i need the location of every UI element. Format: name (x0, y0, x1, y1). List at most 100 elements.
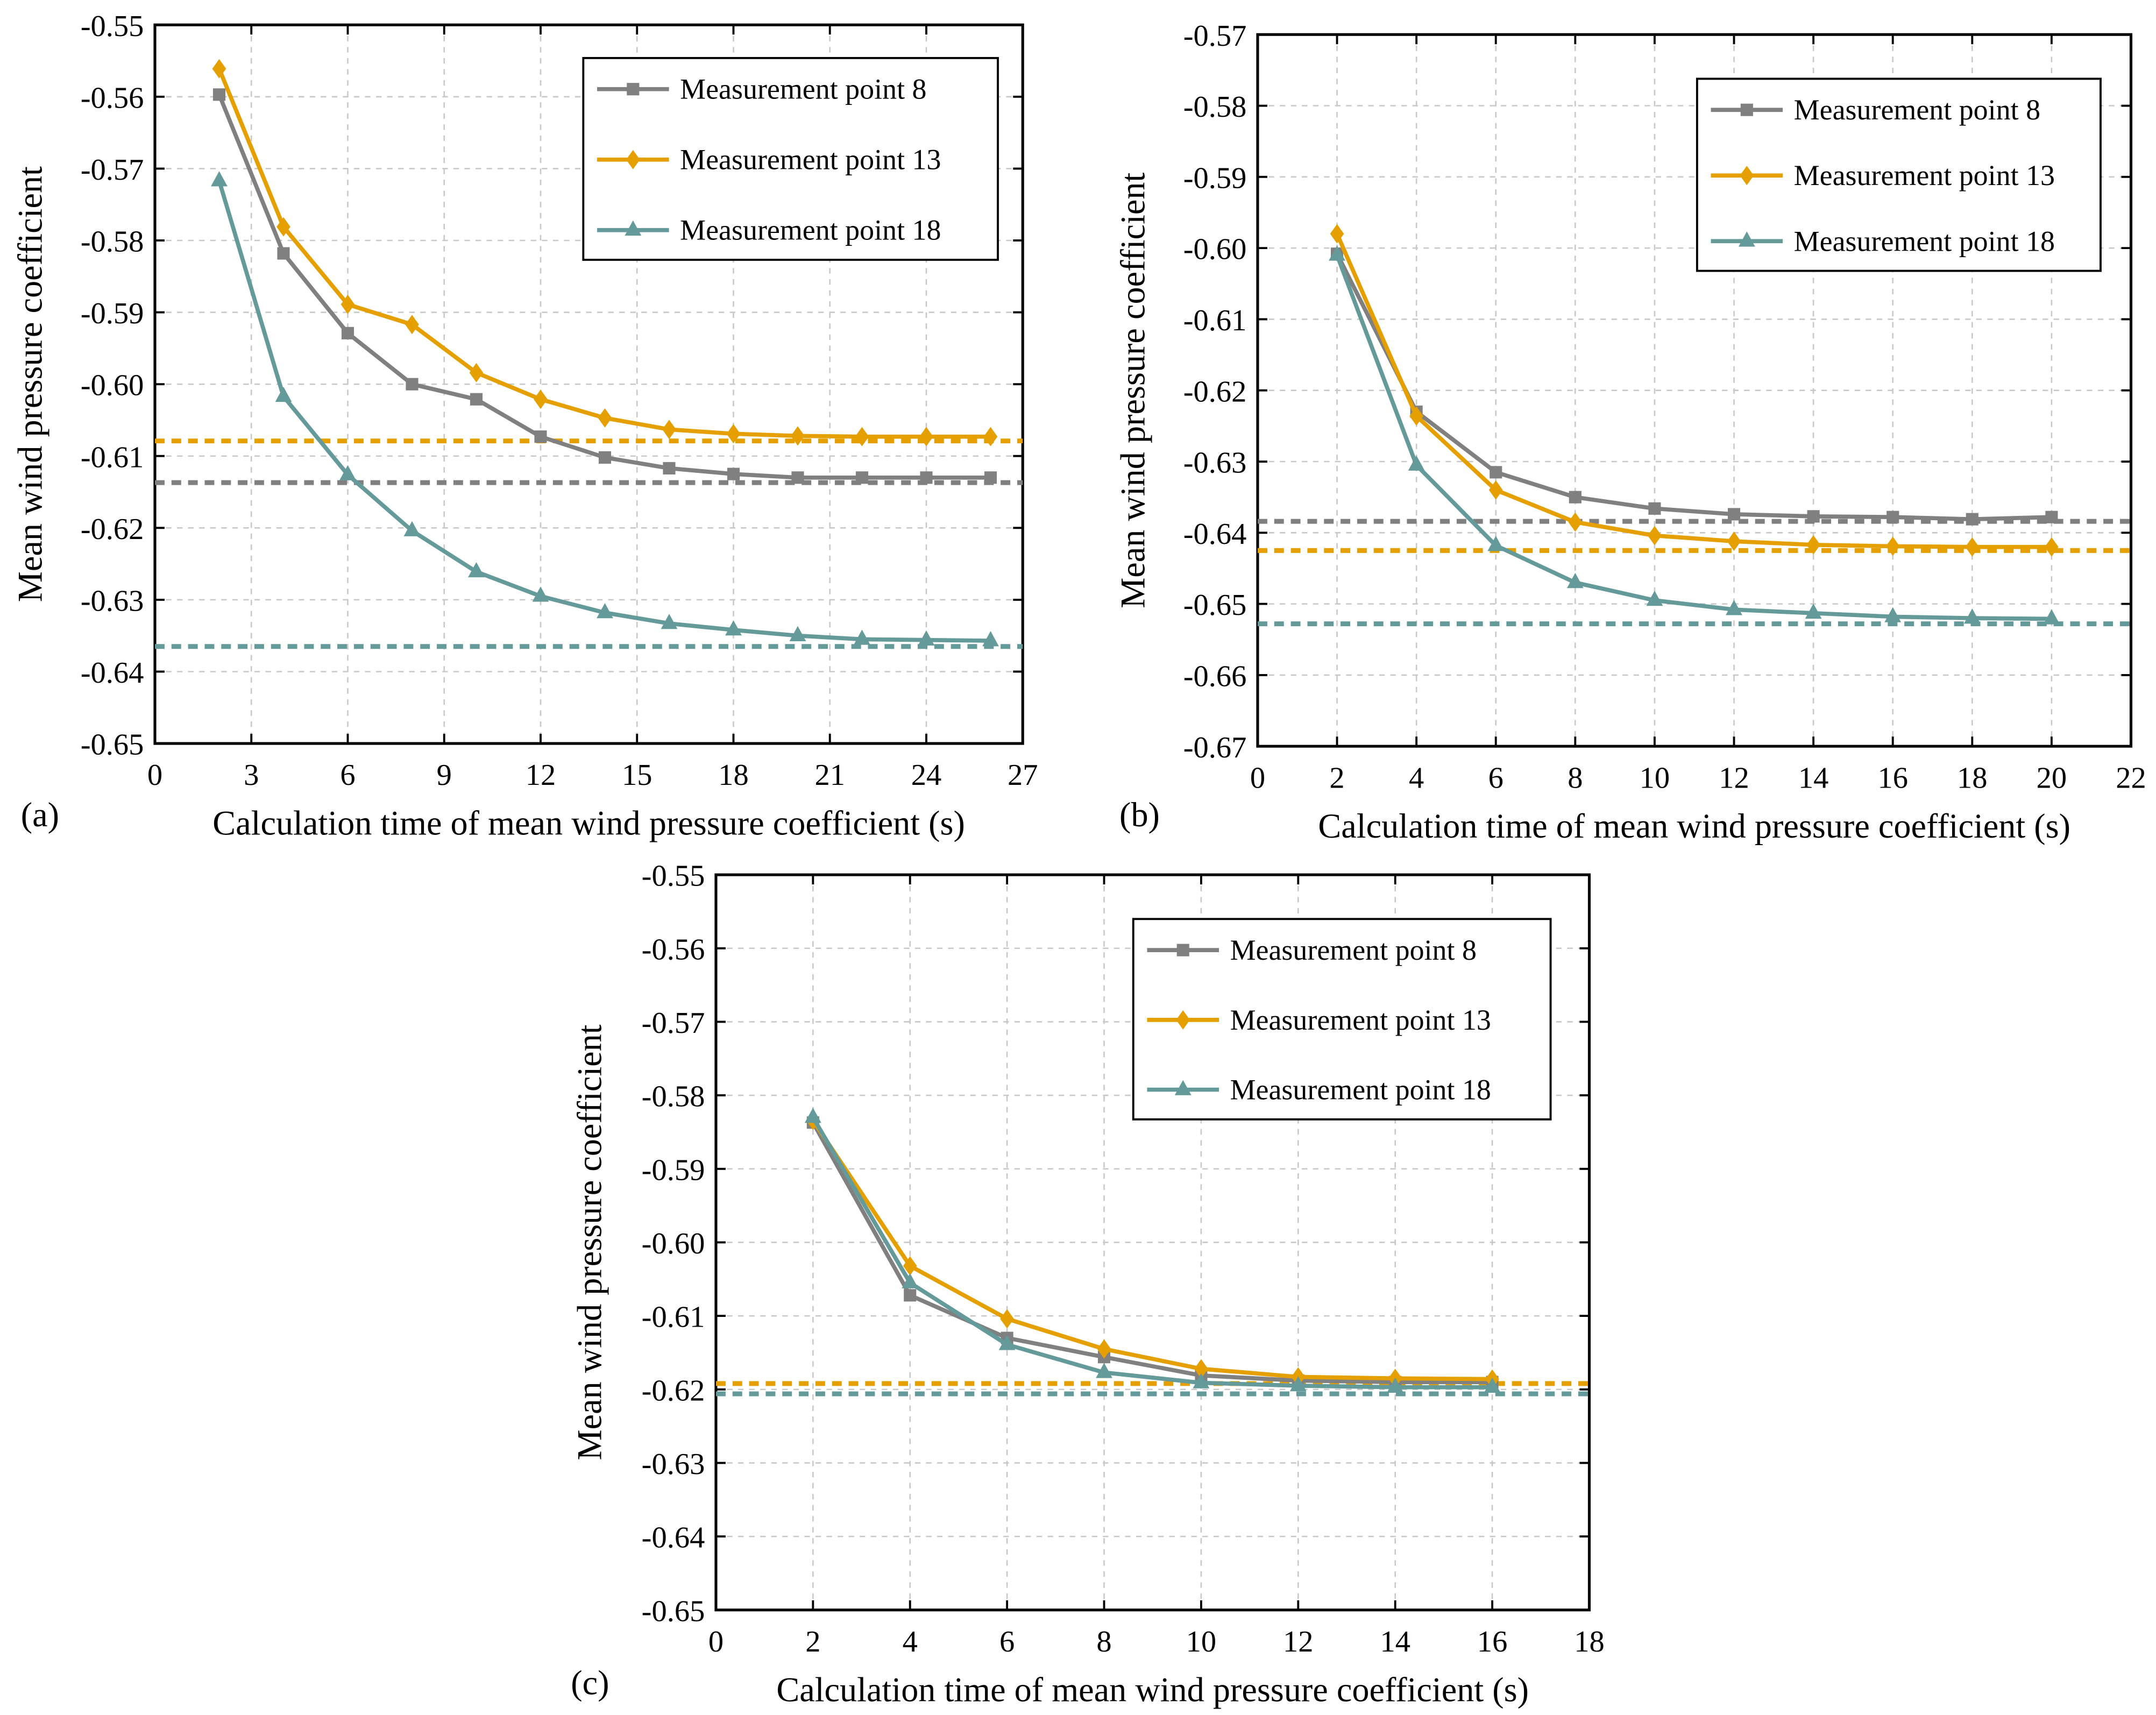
y-tick-label: -0.61 (1183, 304, 1247, 337)
legend-swatch-marker (1176, 944, 1189, 956)
x-tick-label: 24 (911, 759, 942, 792)
panel-label: (b) (1119, 796, 1160, 834)
data-point-pt13 (919, 427, 933, 447)
data-point-pt13 (791, 426, 805, 446)
series-line-pt8 (811, 1121, 1493, 1384)
legend-swatch-marker (1174, 1080, 1192, 1095)
data-point-pt8 (1727, 508, 1741, 521)
data-point-pt8 (534, 430, 547, 443)
x-tick-label: 15 (622, 759, 653, 792)
data-point-pt8 (904, 1289, 917, 1302)
data-point-pt13 (469, 363, 484, 382)
legend-swatch-marker (1740, 103, 1753, 116)
legend-swatch-marker (625, 220, 642, 236)
data-point-pt18 (1193, 1373, 1210, 1388)
x-tick-label: 8 (1568, 761, 1583, 795)
data-point-pt13 (662, 420, 676, 440)
data-point-pt13 (1000, 1309, 1014, 1329)
data-point-pt18 (211, 171, 228, 187)
data-point-pt13 (341, 294, 355, 314)
y-tick-label: -0.55 (81, 10, 144, 43)
legend-swatch-marker (1738, 231, 1755, 247)
data-point-pt18 (789, 626, 806, 641)
x-tick-label: 6 (1488, 761, 1503, 795)
x-tick-label: 4 (1409, 761, 1424, 795)
x-tick-label: 18 (1957, 761, 1988, 795)
data-point-pt13 (983, 427, 998, 447)
data-point-pt13 (855, 427, 869, 447)
data-point-pt18 (982, 631, 999, 647)
data-point-pt8 (920, 471, 933, 484)
x-tick-label: 21 (814, 759, 845, 792)
data-point-pt8 (1569, 491, 1581, 504)
data-point-pt13 (1648, 526, 1662, 545)
data-point-pt18 (1408, 455, 1425, 471)
data-point-pt8 (406, 378, 419, 391)
x-axis-title: Calculation time of mean wind pressure c… (1318, 807, 2070, 845)
data-point-pt13 (1568, 512, 1583, 532)
data-point-pt18 (1566, 572, 1584, 589)
data-point-pt8 (277, 247, 290, 260)
data-point-pt13 (1727, 531, 1741, 551)
x-tick-label: 6 (999, 1625, 1015, 1659)
y-tick-label: -0.56 (642, 933, 705, 966)
data-point-pt8 (663, 462, 676, 475)
y-tick-label: -0.63 (81, 584, 144, 618)
y-tick-label: -0.62 (1183, 375, 1247, 408)
legend-label: Measurement point 13 (1230, 1004, 1491, 1036)
data-point-pt18 (918, 630, 935, 646)
data-point-pt13 (1965, 537, 1980, 557)
series-line-pt8 (1335, 252, 2052, 522)
legend-swatch-marker (627, 83, 640, 96)
data-point-pt18 (403, 521, 421, 536)
data-point-pt18 (1329, 245, 1345, 261)
x-tick-label: 0 (708, 1625, 724, 1659)
y-tick-label: -0.57 (1183, 19, 1247, 53)
legend-label: Measurement point 18 (1230, 1074, 1491, 1106)
data-point-pt13 (598, 408, 612, 428)
legend-label: Measurement point 8 (1794, 94, 2040, 126)
plot-frame (714, 873, 1591, 1612)
data-point-pt13 (534, 389, 548, 409)
x-tick-label: 27 (1008, 759, 1038, 792)
data-point-pt18 (902, 1273, 919, 1288)
y-tick-label: -0.64 (1183, 518, 1247, 551)
data-point-pt13 (1194, 1359, 1208, 1379)
x-tick-label: 12 (526, 759, 556, 792)
y-tick-label: -0.65 (1183, 589, 1247, 622)
data-point-pt18 (1963, 608, 1981, 624)
data-point-pt8 (470, 393, 483, 406)
y-tick-label: -0.60 (81, 369, 144, 402)
chart-panel-c: 0 2 4 6 8 10 12 14 16 18 -0.65 -0.64 -0.63 -0.62 -0.61… (571, 860, 1605, 1709)
y-tick-label: -0.57 (642, 1007, 705, 1040)
y-tick-label: -0.58 (642, 1080, 705, 1114)
panel-label: (a) (21, 796, 59, 834)
x-tick-label: 2 (1329, 761, 1344, 795)
data-point-pt18 (725, 620, 742, 636)
series-line-pt13 (1335, 233, 2052, 549)
data-point-pt18 (1726, 600, 1742, 615)
data-point-pt8 (341, 327, 354, 339)
data-point-pt18 (1387, 1377, 1404, 1393)
data-point-pt8 (212, 88, 226, 101)
data-point-pt18 (532, 586, 549, 602)
data-point-pt18 (804, 1108, 821, 1123)
x-tick-label: 0 (147, 759, 162, 792)
data-point-pt13 (405, 315, 419, 335)
data-point-pt18 (1646, 591, 1663, 606)
data-point-pt18 (1487, 536, 1505, 551)
y-tick-label: -0.63 (642, 1448, 705, 1481)
data-point-pt8 (1886, 511, 1899, 523)
legend-swatch-marker (1176, 1010, 1190, 1030)
data-point-pt18 (2043, 609, 2060, 625)
data-point-pt13 (1097, 1339, 1111, 1359)
y-tick-label: -0.57 (81, 153, 144, 187)
data-point-pt13 (2045, 537, 2059, 557)
legend-swatch-marker (626, 150, 640, 169)
data-point-pt8 (727, 467, 740, 480)
x-axis-title: Calculation time of mean wind pressure c… (212, 804, 965, 842)
legend-label: Measurement point 18 (680, 214, 941, 246)
y-tick-label: -0.64 (81, 656, 144, 690)
x-tick-label: 16 (1477, 1625, 1508, 1659)
series-line-pt18 (811, 1116, 1493, 1390)
